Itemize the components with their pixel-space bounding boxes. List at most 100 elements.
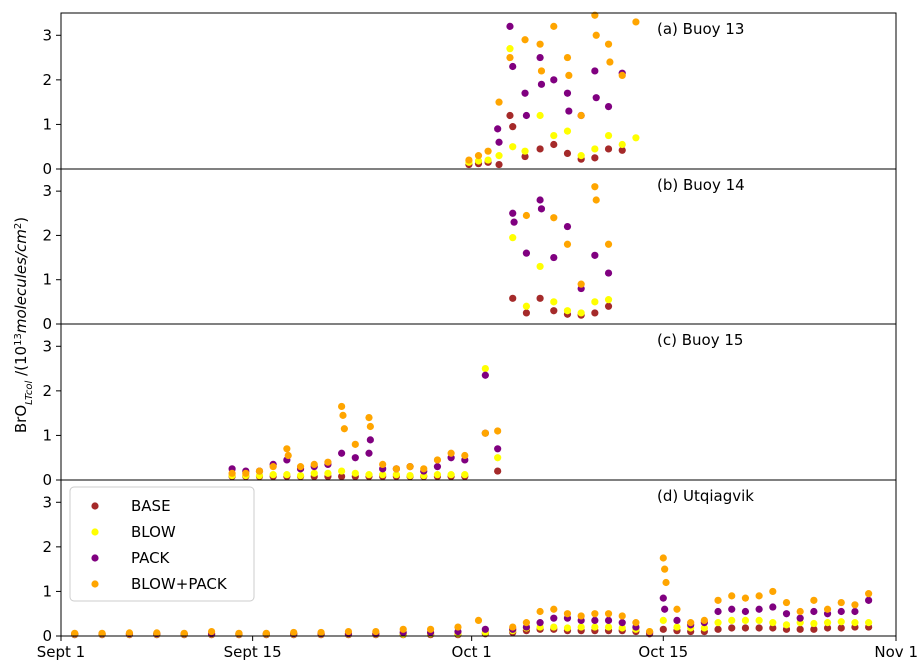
point-blow: [577, 309, 585, 317]
point-blow: [522, 302, 531, 310]
point-blow-pack: [399, 625, 407, 633]
point-blow: [536, 262, 544, 271]
point-pack: [550, 76, 558, 84]
point-blow-pack: [372, 627, 380, 636]
point-blow-pack: [290, 628, 298, 637]
point-blow-pack: [125, 629, 134, 637]
point-blow-pack: [481, 429, 489, 437]
point-blow-pack: [591, 183, 599, 191]
point-blow: [447, 471, 455, 479]
point-pack: [563, 222, 572, 231]
point-blow: [506, 45, 514, 53]
point-blow-pack: [851, 601, 859, 609]
point-blow-pack: [537, 67, 546, 75]
point-pack: [714, 607, 722, 616]
legend-marker: [91, 554, 99, 562]
y-tick-label: 3: [42, 493, 52, 511]
point-blow: [484, 156, 492, 164]
point-blow: [461, 471, 469, 479]
point-pack: [338, 449, 346, 457]
point-blow-pack: [700, 616, 708, 625]
point-blow-pack: [837, 598, 845, 607]
point-base: [495, 160, 503, 169]
point-blow: [632, 134, 640, 142]
point-blow-pack: [255, 467, 264, 475]
point-blow-pack: [591, 610, 599, 618]
legend-label: BASE: [131, 497, 171, 515]
x-tick-label: Sept 1: [37, 643, 85, 661]
point-blow-pack: [714, 596, 722, 604]
point-base: [741, 624, 750, 632]
point-pack: [741, 607, 750, 616]
point-blow-pack: [661, 565, 669, 573]
panel-4: 0 1 2 3 (d) Utqiagvik: [42, 479, 897, 645]
legend-marker: [91, 528, 99, 536]
x-tick-label: Oct 15: [638, 643, 688, 661]
legend-label: PACK: [131, 549, 171, 567]
point-pack: [618, 619, 626, 627]
point-blow: [392, 471, 400, 479]
point-base: [506, 111, 514, 120]
point-blow-pack: [632, 18, 640, 26]
point-blow-pack: [474, 616, 483, 625]
point-blow-pack: [180, 629, 188, 637]
point-blow-pack: [340, 425, 348, 433]
point-base: [550, 140, 558, 149]
point-blow-pack: [474, 152, 483, 160]
y-tick-label: 2: [42, 71, 52, 89]
point-pack: [659, 594, 667, 602]
point-blow: [577, 623, 585, 631]
point-pack: [604, 103, 613, 111]
point-blow-pack: [420, 465, 428, 473]
point-base: [769, 624, 777, 632]
point-blow: [509, 143, 517, 151]
point-blow: [659, 616, 667, 625]
point-blow-pack: [577, 280, 585, 288]
point-blow-pack: [755, 592, 763, 600]
y-tick-label: 2: [42, 538, 52, 556]
point-blow: [283, 471, 291, 479]
point-pack: [521, 89, 529, 97]
point-blow-pack: [506, 53, 514, 62]
point-blow-pack: [406, 463, 414, 471]
point-blow: [837, 618, 845, 626]
point-base: [494, 467, 502, 475]
point-blow-pack: [465, 156, 473, 164]
point-blow: [577, 152, 585, 160]
point-pack: [782, 610, 791, 618]
point-blow: [700, 624, 708, 632]
point-base: [823, 624, 832, 632]
point-blow-pack: [536, 607, 544, 616]
point-blow-pack: [338, 402, 346, 411]
point-blow-pack: [618, 612, 626, 620]
point-blow-pack: [344, 627, 353, 636]
point-blow-pack: [522, 211, 531, 220]
point-blow: [521, 147, 529, 155]
point-blow-pack: [769, 587, 777, 596]
point-pack: [550, 614, 558, 622]
y-tick-label: 2: [42, 226, 52, 244]
point-pack: [351, 454, 359, 462]
point-base: [338, 472, 346, 481]
point-blow-pack: [324, 458, 332, 466]
point-blow-pack: [865, 590, 873, 598]
point-base: [728, 624, 736, 632]
point-blow-pack: [98, 629, 106, 637]
point-pack: [591, 251, 599, 259]
point-base: [796, 625, 804, 633]
point-blow: [741, 616, 750, 625]
point-blow: [673, 623, 681, 631]
y-tick-label: 0: [42, 627, 52, 645]
point-blow-pack: [563, 610, 572, 618]
point-blow-pack: [618, 71, 626, 79]
point-base: [521, 152, 529, 161]
point-base: [618, 146, 626, 154]
point-base: [604, 302, 613, 310]
point-blow-pack: [687, 619, 695, 627]
point-pack: [522, 249, 531, 257]
point-blow-pack: [550, 22, 558, 30]
point-blow-pack: [522, 619, 531, 627]
point-blow-pack: [351, 440, 359, 448]
point-blow: [365, 471, 373, 479]
